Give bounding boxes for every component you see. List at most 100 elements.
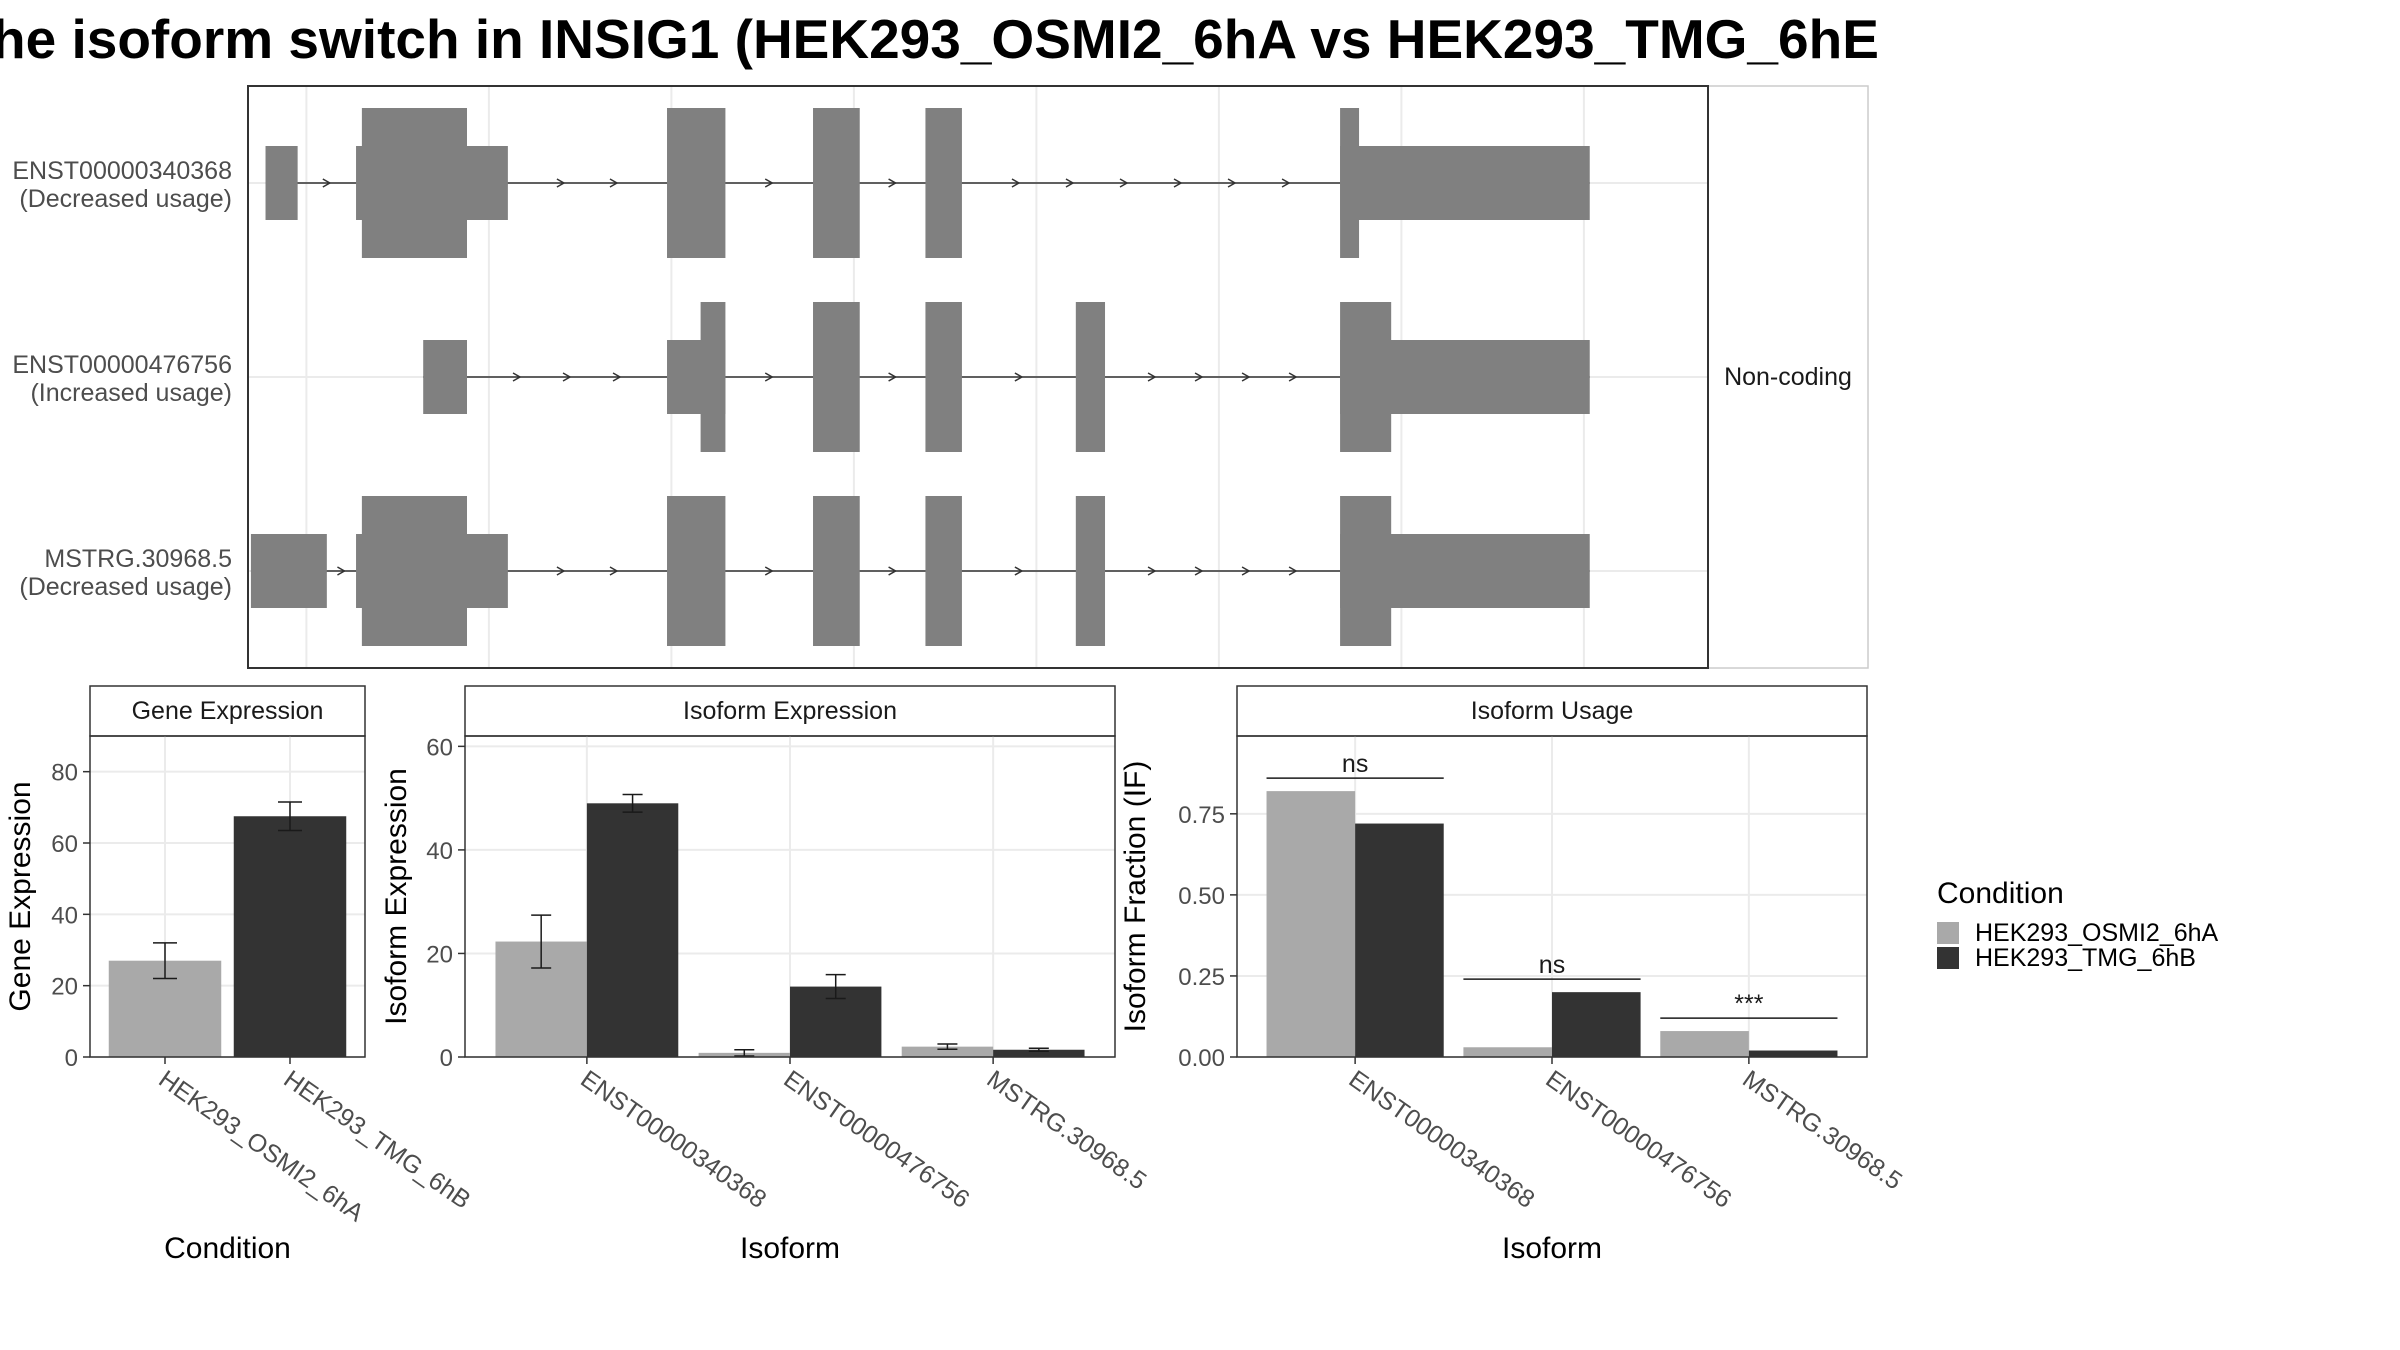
y-tick-label: 60 <box>51 831 78 858</box>
exon-coding <box>667 108 726 258</box>
x-tick-label: ENST00000340368 <box>1344 1065 1540 1214</box>
exon-coding <box>813 302 860 452</box>
bar <box>586 803 679 1057</box>
y-tick-label: 0.25 <box>1178 964 1225 991</box>
exon-coding <box>361 496 467 646</box>
exon-coding <box>925 108 962 258</box>
intron-direction-arrow <box>1147 372 1157 382</box>
exon-noncoding <box>250 534 327 608</box>
y-tick-label: 60 <box>426 734 453 761</box>
intron-direction-arrow <box>888 566 898 576</box>
exon-coding <box>1340 496 1392 646</box>
y-axis-title: Isoform Expression <box>380 768 413 1025</box>
legend-title: Condition <box>1937 877 2064 910</box>
bar <box>993 1049 1085 1057</box>
bar <box>1552 992 1641 1057</box>
intron-direction-arrow <box>612 372 622 382</box>
y-tick-label: 0.00 <box>1178 1045 1225 1072</box>
exon-coding <box>813 108 860 258</box>
intron-direction-arrow <box>1288 566 1298 576</box>
exon-coding <box>1075 302 1106 452</box>
legend-swatch <box>1937 922 1959 944</box>
bar <box>1266 791 1356 1057</box>
bar <box>233 816 347 1057</box>
exon-coding <box>1340 302 1392 452</box>
facet-label-non-coding: Non-coding <box>1724 363 1852 391</box>
isoform-label-id: ENST00000340368 <box>12 157 232 185</box>
exon-noncoding <box>1340 146 1590 220</box>
y-tick-label: 20 <box>51 974 78 1001</box>
x-tick-label: MSTRG.30968.5 <box>982 1065 1152 1196</box>
intron-direction-arrow <box>888 372 898 382</box>
exon-noncoding <box>423 340 467 414</box>
bar <box>1355 823 1444 1057</box>
facet-strip <box>89 685 366 737</box>
y-tick-label: 0 <box>65 1045 78 1072</box>
intron-direction-arrow <box>888 178 898 188</box>
isoform-usage-panel: Isoform Usage 0.00 0.25 0.50 0.75 ns ns *** ENST… <box>1119 685 1907 1265</box>
bar <box>1463 1047 1552 1057</box>
x-axis-title: Isoform <box>1502 1232 1602 1265</box>
intron-direction-arrow <box>1119 178 1129 188</box>
intron-direction-arrow <box>556 178 566 188</box>
intron-direction-arrow <box>337 566 346 576</box>
exon-noncoding <box>265 146 298 220</box>
exon-coding <box>700 302 726 452</box>
isoform-label-usage: (Decreased usage) <box>19 185 232 213</box>
x-axis-title: Condition <box>164 1232 291 1265</box>
intron-direction-arrow <box>1065 178 1075 188</box>
facet-strip <box>1707 85 1869 669</box>
intron-direction-arrow <box>1014 372 1024 382</box>
intron-direction-arrow <box>562 372 572 382</box>
isoform-label-id: ENST00000476756 <box>12 351 232 379</box>
y-tick-label: 20 <box>426 941 453 968</box>
legend-swatch <box>1937 947 1959 969</box>
x-tick-label: HEK293_OSMI2_6hA <box>154 1065 370 1228</box>
significance-label: *** <box>1734 990 1763 1018</box>
y-tick-label: 0.75 <box>1178 802 1225 829</box>
intron-direction-arrow <box>1241 372 1251 382</box>
figure-title: he isoform switch in INSIG1 (HEK293_OSMI… <box>0 8 1879 70</box>
facet-strip <box>464 685 1116 737</box>
structure-panel-border <box>247 85 1709 669</box>
intron-direction-arrow <box>1147 566 1157 576</box>
x-tick-label: ENST00000476756 <box>779 1065 975 1214</box>
x-axis-title: Isoform <box>740 1232 840 1265</box>
intron-direction-arrow <box>1194 372 1204 382</box>
intron-direction-arrow <box>1014 566 1024 576</box>
significance-label: ns <box>1539 951 1565 979</box>
intron-direction-arrow <box>1194 566 1204 576</box>
y-axis-title: Isoform Fraction (IF) <box>1119 761 1152 1033</box>
x-tick-label: MSTRG.30968.5 <box>1737 1065 1907 1196</box>
exon-coding <box>667 496 726 646</box>
x-tick-label: ENST00000340368 <box>575 1065 771 1214</box>
bar <box>1748 1050 1838 1057</box>
bar <box>1660 1031 1749 1057</box>
legend-item-label: HEK293_OSMI2_6hA <box>1975 919 2219 947</box>
intron-direction-arrow <box>764 566 774 576</box>
intron-direction-arrow <box>322 178 332 188</box>
exon-coding <box>925 302 962 452</box>
facet-title: Gene Expression <box>132 697 324 725</box>
isoform-label-usage: (Decreased usage) <box>19 573 232 601</box>
exon-coding <box>1075 496 1106 646</box>
exon-coding <box>813 496 860 646</box>
y-tick-label: 0 <box>440 1045 453 1072</box>
isoform-label-id: MSTRG.30968.5 <box>44 545 232 573</box>
y-tick-label: 40 <box>426 838 453 865</box>
intron-direction-arrow <box>1241 566 1251 576</box>
exon-coding <box>361 108 467 258</box>
intron-direction-arrow <box>764 372 774 382</box>
isoform-expression-panel: Isoform Expression 0 20 40 60 ENST00000340368… <box>380 685 1152 1265</box>
y-tick-label: 80 <box>51 760 78 787</box>
intron-direction-arrow <box>609 178 619 188</box>
y-axis-title: Gene Expression <box>4 781 37 1011</box>
facet-title: Isoform Expression <box>683 697 897 725</box>
facet-title: Isoform Usage <box>1471 697 1634 725</box>
exon-coding <box>925 496 962 646</box>
intron-direction-arrow <box>1011 178 1021 188</box>
y-tick-label: 40 <box>51 902 78 929</box>
isoform-label-usage: (Increased usage) <box>30 379 232 407</box>
